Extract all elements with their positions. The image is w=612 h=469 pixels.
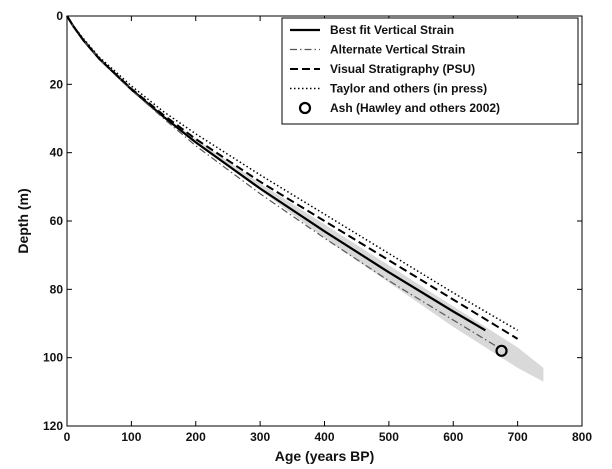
x-tick-label: 700	[508, 430, 528, 444]
y-axis-title: Depth (m)	[15, 188, 31, 253]
y-tick-label: 80	[50, 282, 64, 296]
legend-entry-label: Visual Stratigraphy (PSU)	[330, 62, 475, 76]
y-tick-label: 60	[50, 214, 64, 228]
legend-entry-label: Alternate Vertical Strain	[330, 43, 465, 57]
x-tick-label: 500	[379, 430, 399, 444]
legend-entry-label: Taylor and others (in press)	[330, 82, 487, 96]
x-tick-label: 100	[121, 430, 141, 444]
legend-entry-label: Ash (Hawley and others 2002)	[330, 101, 500, 115]
x-tick-label: 0	[64, 430, 71, 444]
x-tick-label: 200	[186, 430, 206, 444]
x-tick-label: 600	[443, 430, 463, 444]
y-tick-label: 40	[50, 146, 64, 160]
y-tick-label: 100	[43, 351, 63, 365]
y-tick-label: 0	[56, 9, 63, 23]
legend: Best fit Vertical Strain Alternate Vertic…	[282, 18, 578, 124]
legend-entry-label: Best fit Vertical Strain	[330, 23, 454, 37]
y-tick-label: 120	[43, 419, 63, 433]
x-tick-label: 800	[572, 430, 592, 444]
x-tick-label: 300	[250, 430, 270, 444]
x-axis-title: Age (years BP)	[275, 448, 375, 464]
x-tick-label: 400	[314, 430, 334, 444]
y-tick-label: 20	[50, 77, 64, 91]
